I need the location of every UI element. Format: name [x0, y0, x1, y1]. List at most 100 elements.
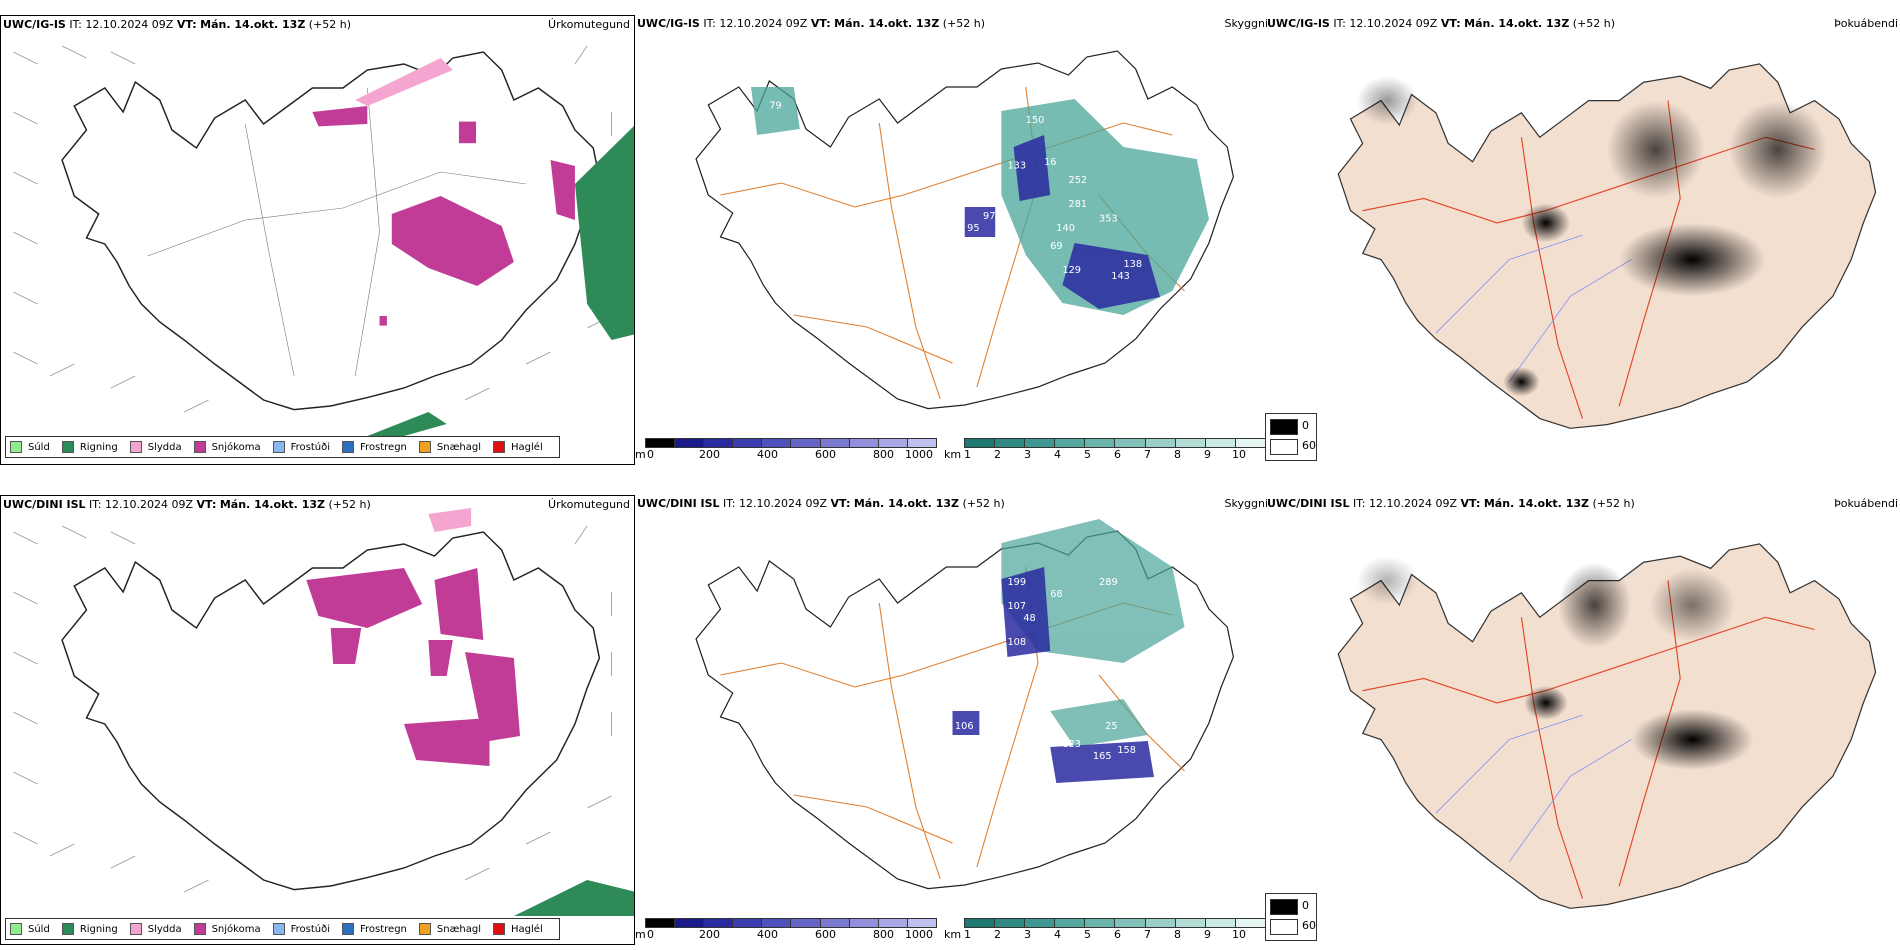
legend-item: Rigning: [61, 923, 118, 935]
precip-type-map-bottom: [13, 508, 634, 916]
vt-label: VT:: [176, 18, 197, 31]
svg-text:107: 107: [1007, 601, 1026, 612]
legend-item: Rigning: [61, 441, 118, 453]
fog-panel-bottom: UWC/DINI ISL IT: 12.10.2024 09Z VT: Mán.…: [1265, 495, 1900, 945]
product-title: Þokuábendi: [1834, 497, 1898, 510]
low-vis-m: [964, 135, 1161, 309]
svg-text:150: 150: [1026, 115, 1045, 126]
vis-labels: 199 107 48 108 68 289 106 148 123 165 15…: [955, 577, 1136, 762]
header-vis-bottom: UWC/DINI ISL IT: 12.10.2024 09Z VT: Mán.…: [637, 497, 1005, 510]
svg-text:123: 123: [1197, 157, 1216, 168]
snow-areas: [312, 106, 575, 326]
header-fog-top: UWC/IG-IS IT: 12.10.2024 09Z VT: Mán. 14…: [1267, 17, 1616, 30]
precip-type-panel-top: UWC/IG-IS IT: 12.10.2024 09Z VT: Mán. 14…: [0, 15, 635, 465]
fog-panel-top: UWC/IG-IS IT: 12.10.2024 09Z VT: Mán. 14…: [1265, 15, 1900, 465]
roads: [147, 87, 527, 377]
it-value: 12.10.2024 09Z: [85, 18, 174, 31]
rivers: [1435, 714, 1632, 863]
vis-colorbar-km: km 1 2 3 4 5 6 7 8 9 10: [944, 438, 1266, 464]
svg-text:220: 220: [1099, 109, 1118, 120]
visibility-map-bottom: 199 107 48 108 68 289 106 148 123 165 15…: [695, 519, 1234, 890]
svg-text:140: 140: [1056, 223, 1075, 234]
precip-legend-top: Súld Rigning Slydda Snjókoma Frostúði Fr…: [5, 436, 560, 458]
fog-intensity: [1356, 556, 1754, 771]
vis-colorbar-km: km 1 2 3 4 5 6 7 8 9 10: [944, 918, 1266, 944]
rain-area-east: [574, 125, 634, 340]
svg-text:108: 108: [1007, 637, 1026, 648]
vis-colorbar-m: m 0 200 400 600 800 1000: [635, 438, 937, 464]
visibility-panel-top: 79 150 220 133 16 252 281 353 140 95 97 …: [635, 15, 1270, 465]
fog-map-top: [1337, 63, 1877, 429]
sleet-area: [355, 58, 453, 106]
model-name: UWC/IG-IS: [3, 18, 66, 31]
legend-item: Snjókoma: [193, 441, 261, 453]
header-fog-bottom: UWC/DINI ISL IT: 12.10.2024 09Z VT: Mán.…: [1267, 497, 1635, 510]
svg-text:106: 106: [955, 721, 974, 732]
rain-area-south: [513, 880, 634, 916]
svg-text:138: 138: [1123, 259, 1142, 270]
svg-text:281: 281: [1069, 199, 1088, 210]
product-title: Þokuábendi: [1834, 17, 1898, 30]
svg-text:129: 129: [1062, 265, 1081, 276]
legend-item: Snæhagl: [418, 441, 481, 453]
legend-item: Slydda: [129, 441, 182, 453]
svg-text:133: 133: [1007, 161, 1026, 172]
legend-item: Súld: [10, 923, 50, 935]
vis-labels: 79 150 220 133 16 252 281 353 140 95 97 …: [769, 101, 1215, 378]
header-vis-top: UWC/IG-IS IT: 12.10.2024 09Z VT: Mán. 14…: [637, 17, 986, 30]
rivers: [1435, 234, 1632, 383]
svg-text:79: 79: [769, 101, 781, 112]
legend-item: Haglél: [493, 441, 543, 453]
precip-legend-bottom: Súld Rigning Slydda Snjókoma Frostúði Fr…: [5, 918, 560, 940]
legend-item: Frostúði: [272, 441, 330, 453]
legend-item: Snæhagl: [418, 923, 481, 935]
legend-item: Frostúði: [272, 923, 330, 935]
fog-scale-bottom: 0 60: [1265, 893, 1317, 941]
svg-text:199: 199: [1007, 577, 1026, 588]
svg-text:143: 143: [1111, 271, 1130, 282]
rain-area-south: [367, 412, 447, 436]
svg-text:158: 158: [1117, 745, 1136, 756]
fog-intensity: [1356, 76, 1827, 397]
road-network: [720, 566, 1185, 880]
svg-text:125: 125: [940, 367, 959, 378]
it-label: IT:: [69, 18, 82, 31]
legend-item: Frostregn: [342, 923, 407, 935]
product-title: Úrkomutegund: [548, 498, 630, 511]
svg-text:252: 252: [1069, 175, 1088, 186]
sleet-area: [428, 508, 472, 532]
lead-time: (+52 h): [308, 18, 352, 31]
precip-type-panel-bottom: UWC/DINI ISL IT: 12.10.2024 09Z VT: Mán.…: [0, 495, 635, 945]
header-precip-bottom: UWC/DINI ISL IT: 12.10.2024 09Z VT: Mán.…: [3, 498, 371, 511]
wind-barbs: [13, 525, 613, 893]
svg-text:16: 16: [1044, 157, 1056, 168]
snow-areas: [306, 568, 520, 766]
svg-text:123: 123: [1062, 739, 1081, 750]
low-vis-m: [952, 567, 1154, 783]
vis-colorbar-m: m 0 200 400 600 800 1000: [635, 918, 937, 944]
vt-value: Mán. 14.okt. 13Z: [200, 18, 306, 31]
svg-text:68: 68: [1050, 589, 1062, 600]
product-title: Skyggni: [1224, 17, 1268, 30]
legend-item: Snjókoma: [193, 923, 261, 935]
svg-text:48: 48: [1023, 613, 1035, 624]
svg-text:25: 25: [1105, 721, 1117, 732]
legend-item: Slydda: [129, 923, 182, 935]
legend-item: Haglél: [493, 923, 543, 935]
legend-item: Súld: [10, 441, 50, 453]
header-precip-top: UWC/IG-IS IT: 12.10.2024 09Z VT: Mán. 14…: [3, 18, 351, 31]
svg-text:289: 289: [1099, 577, 1118, 588]
low-vis-km: [751, 87, 1209, 315]
fog-map-bottom: [1337, 543, 1877, 909]
product-title: Úrkomutegund: [548, 18, 630, 31]
road-network: [720, 86, 1185, 400]
precip-type-map-top: [13, 45, 634, 436]
svg-text:97: 97: [983, 211, 995, 222]
fog-scale-top: 0 60: [1265, 413, 1317, 461]
svg-text:165: 165: [1093, 751, 1112, 762]
svg-text:69: 69: [1050, 241, 1062, 252]
product-title: Skyggni: [1224, 497, 1268, 510]
visibility-map-top: 79 150 220 133 16 252 281 353 140 95 97 …: [695, 50, 1234, 410]
svg-text:148: 148: [1026, 745, 1045, 756]
legend-item: Frostregn: [342, 441, 407, 453]
